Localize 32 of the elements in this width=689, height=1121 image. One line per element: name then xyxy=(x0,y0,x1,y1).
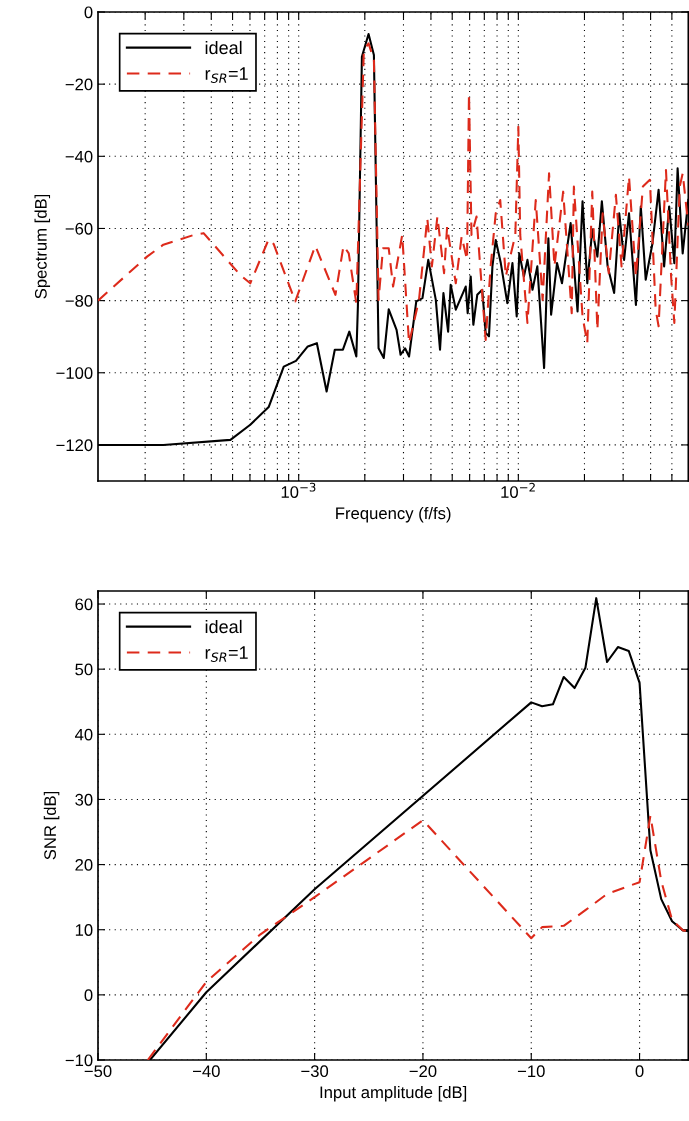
x-tick-label: 10$^{−2}$ xyxy=(501,482,535,498)
x-tick-label: −30 xyxy=(301,1065,329,1078)
x-tick-label: −10 xyxy=(517,1065,545,1078)
y-tick-label: −80 xyxy=(65,295,93,307)
y-tick-label: 10 xyxy=(75,924,93,936)
y-tick-label: −10 xyxy=(65,1054,93,1067)
y-tick-label: −60 xyxy=(65,222,93,235)
y-tick-label: 40 xyxy=(74,728,93,741)
legend-label: ideal xyxy=(205,40,242,55)
line-series xyxy=(146,814,689,1060)
legend-label: r$_{SR}$=1 xyxy=(205,67,248,83)
x-axis-title: Input amplitude [dB] xyxy=(320,1085,467,1102)
y-tick-label: −120 xyxy=(56,439,93,452)
x-tick-label: 0 xyxy=(635,1065,644,1078)
x-tick-label: −20 xyxy=(409,1065,437,1078)
x-axis-title: Frequency (f/fs) xyxy=(336,506,451,523)
x-tick-label: −40 xyxy=(193,1065,220,1078)
y-tick-label: 60 xyxy=(75,598,93,611)
x-tick-label: −50 xyxy=(84,1065,112,1078)
y-tick-label: 0 xyxy=(84,989,93,1002)
x-tick-label: 10$^{−3}$ xyxy=(281,482,316,498)
y-tick-label: 30 xyxy=(75,793,93,806)
y-tick-label: 50 xyxy=(75,663,93,676)
y-tick-label: −40 xyxy=(65,150,93,163)
y-tick-label: 20 xyxy=(75,858,93,871)
y-tick-label: −100 xyxy=(56,367,93,379)
y-axis-title: SNR [dB] xyxy=(43,791,60,860)
y-tick-label: −20 xyxy=(65,78,93,91)
y-tick-label: 0 xyxy=(84,6,93,19)
legend-label: r$_{SR}$=1 xyxy=(205,646,248,662)
y-axis-title: Spectrum [dB] xyxy=(34,194,51,299)
legend-label: ideal xyxy=(205,619,242,634)
